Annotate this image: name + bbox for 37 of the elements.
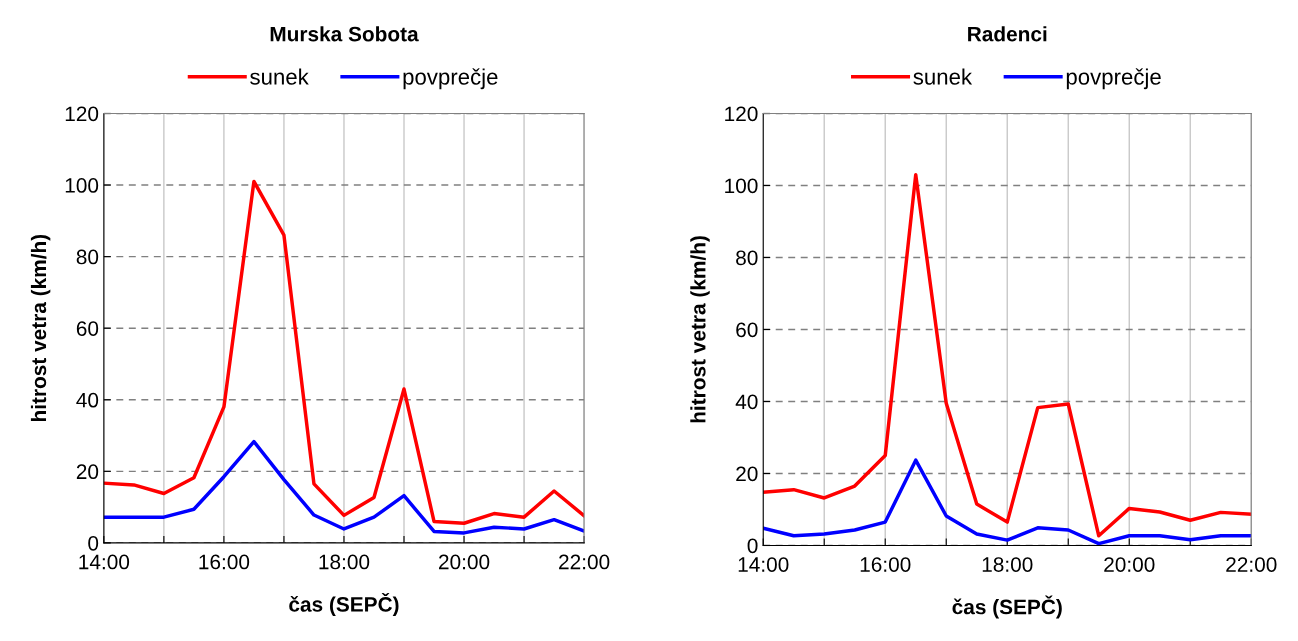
legend-label: povprečje bbox=[1066, 68, 1161, 90]
line-series bbox=[763, 172, 1252, 538]
y-tick-label: 20 bbox=[736, 466, 758, 482]
x-axis-title: čas (SEPČ) bbox=[289, 592, 399, 616]
y-tick-label: 100 bbox=[725, 178, 758, 194]
x-tick-label: 16:00 bbox=[199, 554, 250, 570]
x-tick-label: 20:00 bbox=[439, 554, 490, 570]
x-axis-title: čas (SEPČ) bbox=[952, 595, 1062, 619]
x-tick-label: 18:00 bbox=[319, 554, 370, 570]
y-tick-label: 20 bbox=[76, 464, 99, 480]
legend-label: sunek bbox=[913, 68, 973, 85]
chart-title: Murska Sobota bbox=[270, 26, 419, 42]
y-axis-title: hitrost vetra (km/h) bbox=[690, 236, 710, 423]
y-tick-label: 0 bbox=[747, 538, 758, 554]
y-tick-label: 60 bbox=[736, 322, 758, 338]
line-series bbox=[103, 439, 585, 535]
chart-title: Radenci bbox=[968, 26, 1047, 42]
y-tick-label: 120 bbox=[65, 106, 99, 122]
y-tick-label: 80 bbox=[76, 249, 99, 265]
x-tick-label: 18:00 bbox=[982, 557, 1033, 572]
x-tick-label: 14:00 bbox=[738, 557, 789, 572]
y-axis-title: hitrost vetra (km/h) bbox=[30, 234, 51, 422]
y-tick-label: 120 bbox=[725, 106, 758, 122]
x-tick-label: 22:00 bbox=[1226, 557, 1277, 572]
x-tick-label: 14:00 bbox=[79, 554, 130, 570]
y-tick-label: 40 bbox=[76, 392, 99, 408]
y-tick-label: 60 bbox=[76, 321, 99, 336]
line-series bbox=[103, 179, 585, 525]
y-tick-label: 40 bbox=[735, 394, 758, 410]
y-tick-label: 0 bbox=[88, 535, 99, 551]
x-tick-label: 16:00 bbox=[860, 557, 911, 572]
y-tick-label: 100 bbox=[65, 178, 99, 193]
y-tick-label: 80 bbox=[736, 250, 758, 266]
x-tick-label: 20:00 bbox=[1104, 557, 1155, 572]
legend-label: sunek bbox=[250, 68, 309, 85]
legend-label: povprečje bbox=[403, 68, 498, 90]
x-tick-label: 22:00 bbox=[559, 554, 610, 570]
